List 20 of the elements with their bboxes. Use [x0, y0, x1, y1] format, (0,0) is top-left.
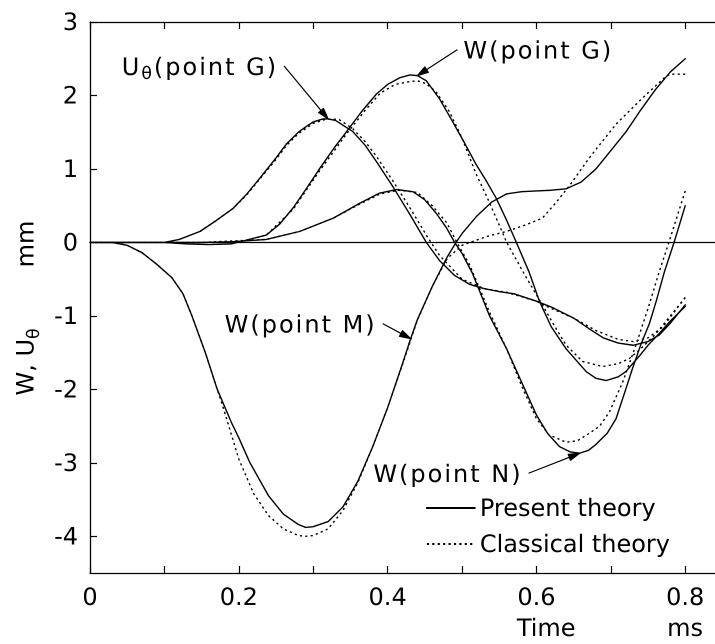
annotation: W(point G)	[463, 36, 614, 65]
annotation: W(point M)	[224, 310, 377, 339]
y-tick-label: -4	[54, 522, 78, 550]
y-tick-label: -1	[54, 302, 78, 330]
y-tick-label: -3	[54, 448, 78, 477]
legend-label: Present theory	[480, 494, 656, 522]
x-tick-label: 0.2	[220, 583, 258, 611]
x-axis-title: Time ms	[516, 614, 703, 642]
y-tick-label: 0	[62, 228, 78, 256]
y-tick-label: -2	[54, 375, 78, 404]
legend-label: Classical theory	[480, 530, 670, 558]
x-tick-label: 0	[82, 583, 98, 611]
y-tick-label: 1	[62, 154, 78, 183]
annotation: U$_{θ}$(point G)	[122, 52, 278, 84]
x-tick-label: 0.4	[368, 583, 407, 611]
annotation: W(point N)	[373, 460, 523, 488]
x-tick-label: 0.8	[666, 583, 704, 611]
x-tick-label: 0.6	[517, 583, 556, 611]
y-tick-label: 3	[62, 8, 78, 36]
y-tick-label: 2	[62, 81, 78, 110]
